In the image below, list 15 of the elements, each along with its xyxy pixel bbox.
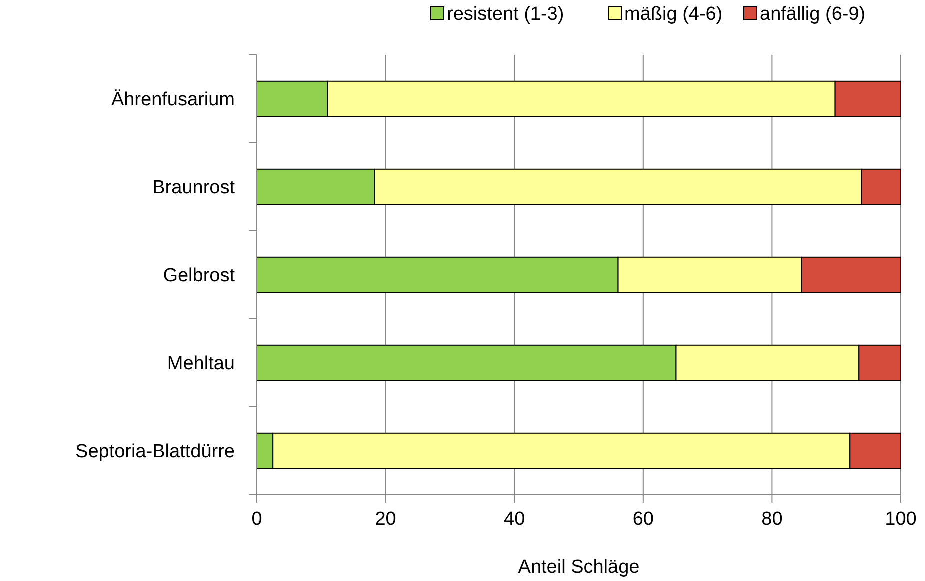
y-tick-label: Ährenfusarium <box>111 90 235 111</box>
x-tick-label: 80 <box>762 509 783 530</box>
x-tick-label: 20 <box>375 509 396 530</box>
y-tick-label: Mehltau <box>167 354 235 375</box>
x-tick-label: 0 <box>252 509 262 530</box>
y-tick-label: Gelbrost <box>163 266 236 287</box>
legend-label: resistent (1-3) <box>447 4 564 25</box>
legend-label: mäßig (4-6) <box>624 4 723 25</box>
x-tick-label: 40 <box>504 509 526 530</box>
x-tick-label: 60 <box>632 509 654 530</box>
y-tick-label: Septoria-Blattdürre <box>76 442 235 463</box>
x-tick-label: 100 <box>885 509 917 530</box>
legend-label: anfällig (6-9) <box>760 4 866 25</box>
y-tick-label: Braunrost <box>152 178 236 199</box>
x-axis-title: Anteil Schläge <box>518 557 640 578</box>
